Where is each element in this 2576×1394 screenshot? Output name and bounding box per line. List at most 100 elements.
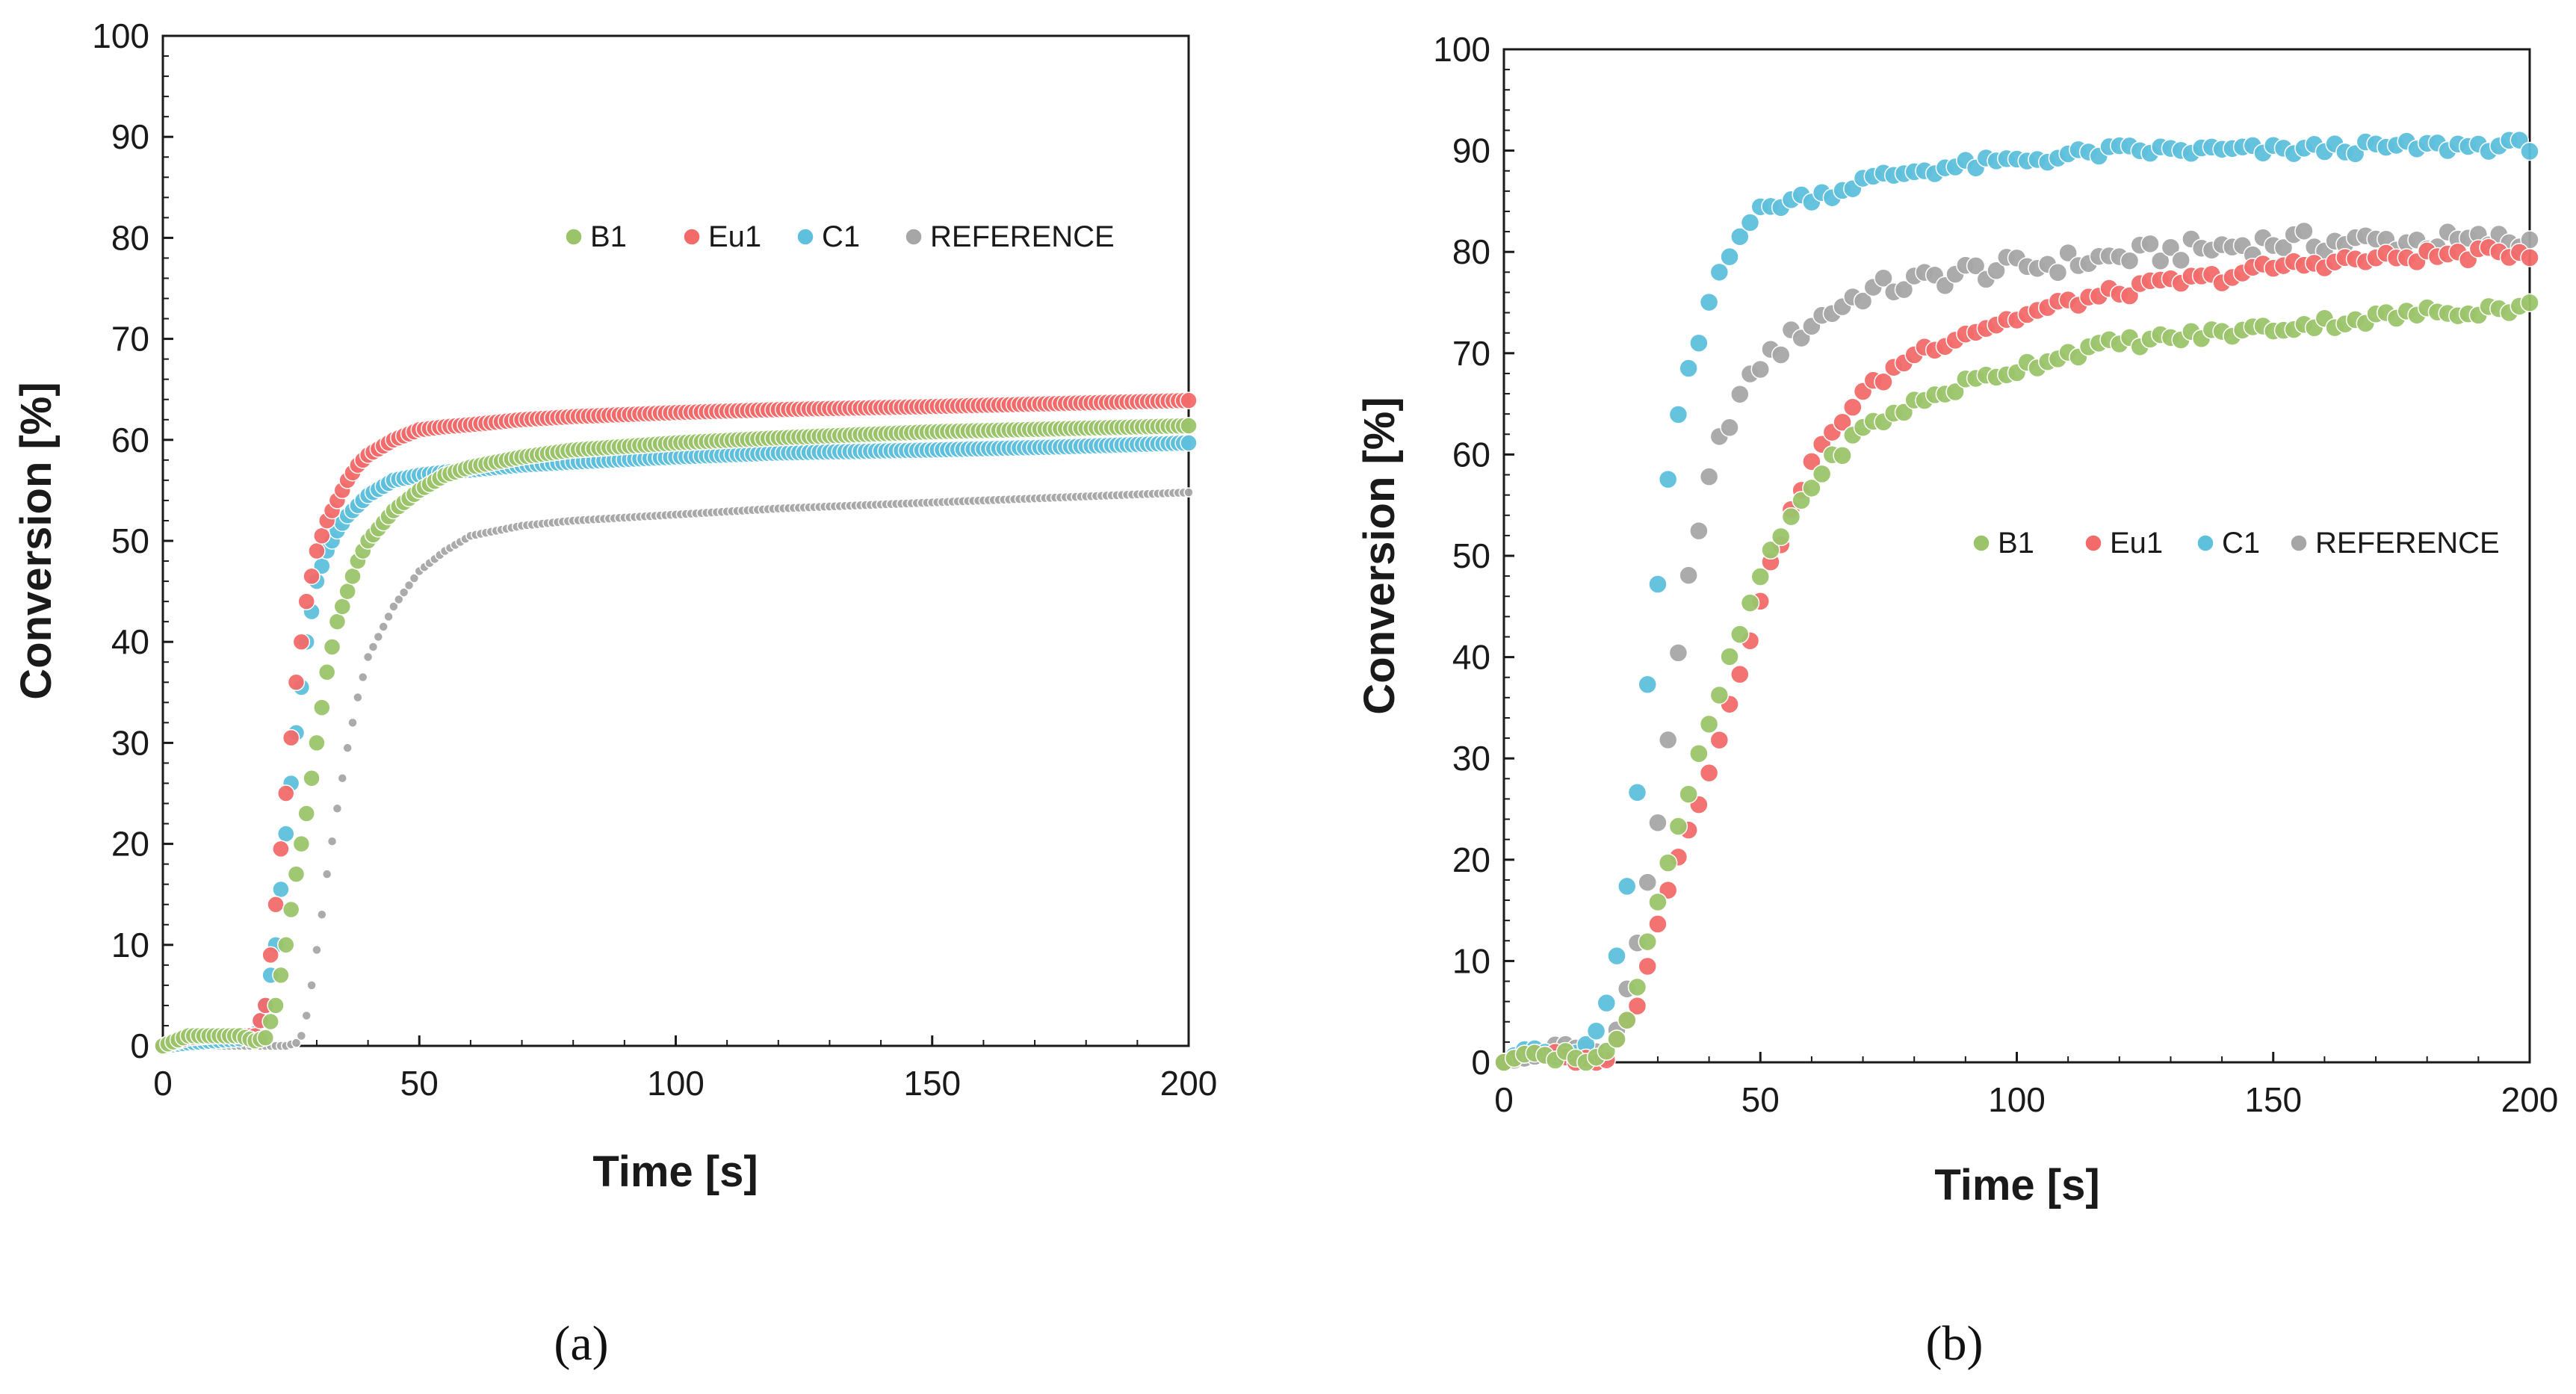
data-point (1658, 853, 1678, 873)
data-point (1843, 397, 1863, 417)
data-point (347, 717, 358, 728)
data-point (1761, 540, 1780, 560)
data-point (1180, 434, 1198, 452)
data-point (272, 966, 290, 985)
x-axis-a: 0 50 100 150 200 (153, 1035, 1217, 1103)
data-point (1781, 507, 1801, 527)
data-point (297, 805, 315, 823)
data-point (398, 587, 409, 598)
y-tick-label: 90 (1452, 131, 1490, 170)
x-tick-label: 150 (903, 1064, 961, 1103)
data-point (328, 613, 347, 631)
legend-a: B1 Eu1 C1 REFERENCE (565, 220, 1115, 253)
x-tick-label: 100 (1988, 1080, 2046, 1119)
data-point (373, 631, 384, 642)
data-point (1894, 403, 1914, 422)
data-point (342, 743, 353, 753)
data-point (308, 734, 326, 752)
legend-label-reference: REFERENCE (930, 220, 1115, 253)
data-point (1833, 412, 1852, 432)
legend-marker-reference (905, 228, 923, 246)
data-point (303, 769, 321, 787)
legend-marker-c1 (796, 228, 814, 246)
data-point (357, 672, 368, 683)
series-c1 (1494, 130, 2539, 1072)
data-point (378, 622, 388, 632)
data-point (2048, 262, 2068, 282)
legend-label-eu1: Eu1 (2110, 527, 2163, 560)
data-point (1945, 382, 1965, 402)
data-point (321, 869, 332, 879)
data-point (383, 611, 394, 622)
data-point (303, 567, 321, 586)
data-point (277, 784, 295, 802)
data-point (1853, 291, 1873, 311)
legend-marker-b1 (565, 228, 583, 246)
data-point (301, 1010, 312, 1021)
chart-panel-a: 0 10 20 30 40 50 60 70 80 90 100 0 50 100 150 200 Time… (12, 16, 1217, 1371)
y-tick-label: 30 (111, 723, 149, 762)
data-point (1658, 469, 1678, 489)
y-tick-label: 60 (111, 421, 149, 459)
legend-marker-b1 (1972, 534, 1990, 552)
data-point (1720, 647, 1739, 666)
data-point (1740, 213, 1760, 232)
y-tick-label: 90 (111, 117, 149, 156)
data-point (1812, 464, 1832, 484)
data-point (332, 803, 343, 814)
chart-panel-b: 0 10 20 30 40 50 60 70 80 90 100 0 50 100 150 200 Time… (1355, 30, 2558, 1371)
data-point (2520, 141, 2539, 161)
data-point (1730, 384, 1750, 404)
data-point (2120, 251, 2140, 270)
data-point (1638, 675, 1657, 694)
data-point (1709, 262, 1730, 282)
data-point (1689, 521, 1709, 541)
data-point (2140, 234, 2160, 254)
y-tick-label: 20 (1452, 840, 1490, 879)
data-point (267, 895, 285, 914)
data-point (1679, 566, 1698, 585)
data-point (1627, 996, 1647, 1016)
data-point (368, 642, 379, 652)
data-point (1740, 593, 1760, 613)
data-point (1638, 956, 1657, 976)
data-point (333, 598, 352, 616)
data-point (1617, 876, 1637, 896)
data-point (1699, 714, 1719, 734)
data-point (1183, 487, 1194, 498)
data-point (388, 601, 399, 612)
data-point (272, 880, 290, 899)
data-point (1180, 391, 1198, 409)
x-tick-label: 200 (2501, 1080, 2559, 1119)
data-point (394, 594, 404, 605)
data-point (1648, 892, 1668, 912)
data-point (306, 980, 317, 991)
data-point (1771, 345, 1791, 365)
data-point (1689, 743, 1709, 763)
data-point (337, 772, 348, 784)
legend-marker-c1 (2196, 534, 2214, 552)
y-tick-label: 80 (1452, 232, 1490, 271)
data-point (272, 840, 290, 858)
data-point (261, 1012, 279, 1031)
y-tick-label: 10 (1452, 941, 1490, 980)
y-tick-label: 0 (1471, 1043, 1490, 1082)
data-point (1180, 417, 1198, 435)
y-tick-label: 80 (111, 218, 149, 257)
data-point (287, 673, 306, 692)
legend-label-b1: B1 (590, 220, 627, 253)
y-tick-label: 60 (1452, 435, 1490, 474)
data-point (1607, 1029, 1626, 1049)
data-point (1874, 372, 1893, 391)
legend-marker-eu1 (683, 228, 701, 246)
data-point (317, 909, 327, 920)
x-axis-b: 0 50 100 150 200 (1494, 1052, 2558, 1119)
y-tick-label: 0 (130, 1026, 149, 1065)
data-point (308, 542, 326, 560)
y-axis-b: 0 10 20 30 40 50 60 70 80 90 100 (1433, 30, 1514, 1082)
data-point (2161, 238, 2181, 258)
data-point (1607, 946, 1626, 966)
legend-label-c1: C1 (822, 220, 860, 253)
data-point (1699, 467, 1719, 486)
